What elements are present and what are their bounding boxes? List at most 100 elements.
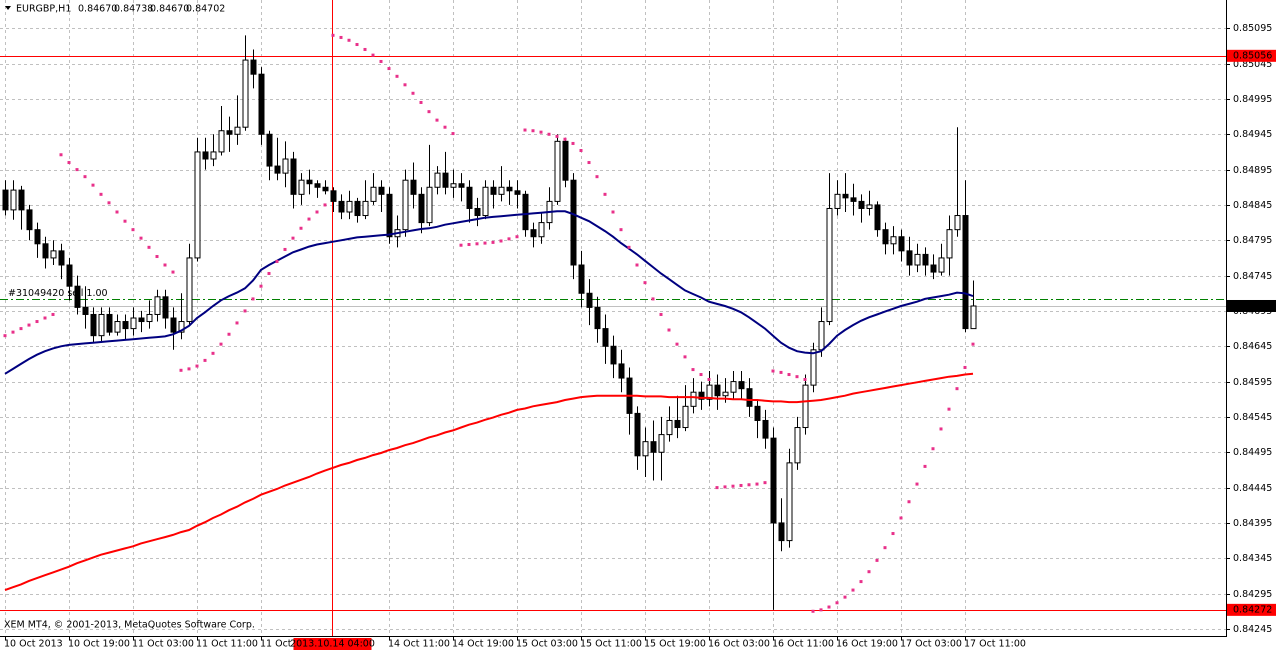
menu-triangle[interactable] [5, 6, 11, 10]
sar-dot [635, 263, 639, 267]
sar-dot [307, 217, 311, 221]
candle-body [802, 384, 809, 429]
ohlc-high: 0.84738 [114, 4, 153, 15]
sar-dot [579, 149, 583, 153]
x-tick-label: 15 Oct 19:00 [644, 639, 706, 650]
sar-dot [355, 43, 359, 47]
sar-dot [931, 447, 935, 451]
candle-body [146, 313, 153, 323]
sar-dot [955, 387, 959, 391]
candle-body [434, 172, 441, 188]
sar-dot [91, 183, 95, 187]
sar-dot [835, 601, 839, 605]
sar-dot [899, 516, 903, 520]
x-tick-label: 14 Oct 11:00 [388, 639, 450, 650]
candle-body [426, 186, 433, 224]
sar-dot [371, 53, 375, 57]
candle-body [698, 391, 705, 400]
candle-body [610, 345, 617, 365]
x-tick-label: 11 Oct 11:00 [196, 639, 258, 650]
sar-dot [67, 161, 71, 165]
sar-dot [75, 168, 79, 172]
y-tick-label: 0.84895 [1233, 165, 1272, 176]
sar-dot [267, 271, 271, 275]
sar-dot [35, 320, 39, 324]
sar-dot [859, 580, 863, 584]
candle-body [634, 412, 641, 457]
candle-body [794, 427, 801, 464]
sar-dot [715, 486, 719, 490]
sar-dot [939, 427, 943, 431]
sar-dot [3, 334, 7, 338]
candle-body [770, 437, 777, 524]
y-tick-label: 0.84995 [1233, 94, 1272, 105]
sar-dot [203, 358, 207, 362]
level-label: 0.84272 [1233, 604, 1272, 615]
candle-body [138, 317, 145, 323]
sar-dot [555, 134, 559, 138]
candle-body [530, 229, 537, 238]
candle-body [282, 158, 289, 174]
candle-body [122, 321, 129, 330]
candle-body [874, 204, 881, 231]
candle-body [666, 419, 673, 436]
y-tick-label: 0.84495 [1233, 447, 1272, 458]
sar-dot [691, 368, 695, 372]
x-tick-label: 11 Oct 19:00 [260, 639, 322, 650]
x-tick-label: 14 Oct 19:00 [452, 639, 514, 650]
y-tick-label: 0.84845 [1233, 200, 1272, 211]
candle-body [898, 236, 905, 252]
candle-body [18, 189, 25, 211]
x-tick-label: 17 Oct 11:00 [964, 639, 1026, 650]
candle-body [714, 384, 721, 397]
candle-body [842, 193, 849, 199]
sar-dot [315, 210, 319, 214]
sar-dot [683, 355, 687, 359]
candle-body [498, 186, 505, 195]
sar-dot [739, 483, 743, 487]
sar-dot [227, 332, 231, 336]
y-tick-label: 0.84745 [1233, 271, 1272, 282]
candle-body [178, 321, 185, 333]
sar-dot [275, 259, 279, 263]
sar-dot [171, 270, 175, 274]
sar-dot [459, 243, 463, 247]
sar-dot [331, 33, 335, 37]
candle-body [42, 243, 49, 259]
candle-body [482, 186, 489, 217]
candle-body [730, 381, 737, 393]
sar-dot [963, 365, 967, 369]
sar-dot [747, 483, 751, 487]
sar-dot [115, 210, 119, 214]
sar-dot [51, 312, 55, 316]
candle-body [322, 186, 329, 192]
x-tick-label: 17 Oct 03:00 [900, 639, 962, 650]
candle-body [170, 317, 177, 333]
sar-dot [659, 312, 663, 316]
candle-body [258, 73, 265, 135]
sar-dot [923, 464, 927, 468]
sar-dot [563, 137, 567, 141]
y-tick-label: 0.84795 [1233, 235, 1272, 246]
candle-body [114, 321, 121, 333]
y-tick-label: 0.84545 [1233, 412, 1272, 423]
sar-dot [891, 532, 895, 536]
y-tick-label: 0.84245 [1233, 624, 1272, 635]
sar-dot [723, 485, 727, 489]
sar-dot [595, 175, 599, 179]
ohlc-low: 0.84670 [150, 4, 189, 15]
candle-body [194, 151, 201, 259]
sar-dot [11, 330, 15, 334]
candle-body [674, 419, 681, 429]
x-tick-label: 16 Oct 19:00 [836, 639, 898, 650]
candle-body [570, 179, 577, 266]
sar-dot [59, 153, 63, 157]
sar-dot [363, 47, 367, 51]
candle-body [922, 253, 929, 266]
sar-dot [507, 237, 511, 241]
sar-dot [819, 608, 823, 612]
sar-dot [411, 91, 415, 95]
candle-body [74, 285, 81, 308]
